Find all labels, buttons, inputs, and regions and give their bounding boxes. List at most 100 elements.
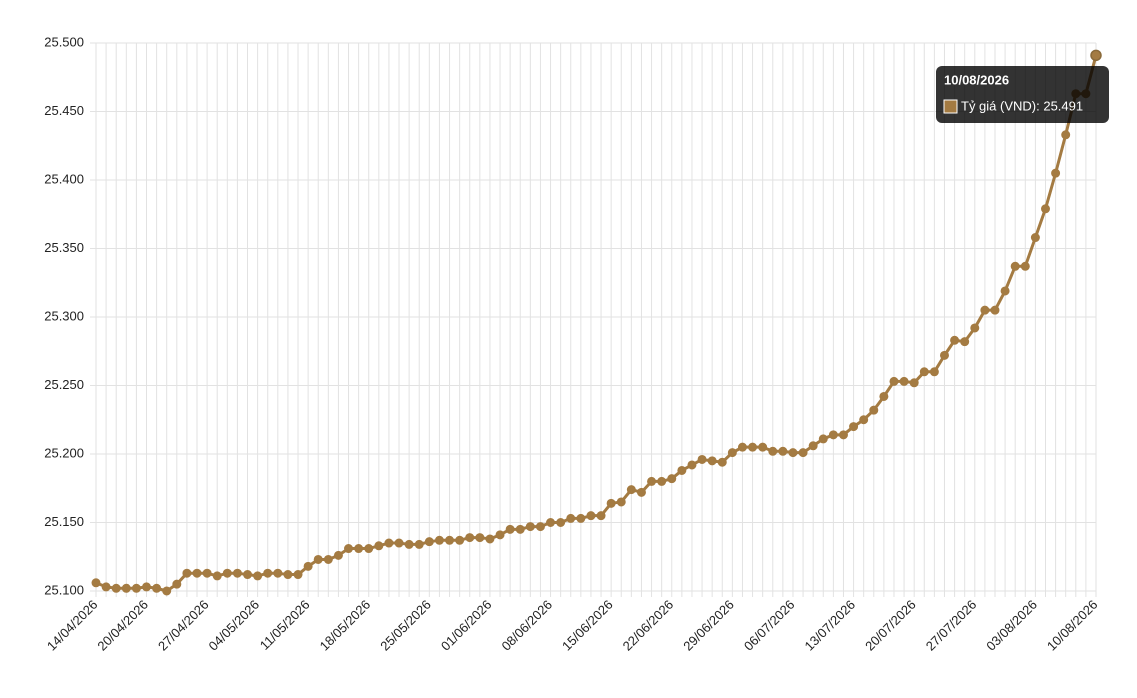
data-point (142, 582, 152, 592)
data-point (1020, 261, 1030, 271)
data-point (283, 570, 293, 580)
data-point (707, 456, 717, 466)
data-point (566, 513, 576, 523)
data-point (101, 582, 111, 592)
data-point (647, 476, 657, 486)
data-point (849, 422, 859, 432)
data-point (1030, 233, 1040, 243)
x-tick-label: 27/04/2026 (155, 597, 212, 654)
data-point (91, 578, 101, 588)
data-point (939, 350, 949, 360)
data-point (687, 460, 697, 470)
data-point (657, 476, 667, 486)
data-point (717, 457, 727, 467)
data-point (626, 485, 636, 495)
data-point (838, 430, 848, 440)
data-point (253, 571, 263, 581)
data-point (748, 442, 758, 452)
data-point (586, 511, 596, 521)
data-point (737, 442, 747, 452)
data-point (313, 554, 323, 564)
data-point (929, 367, 939, 377)
x-tick-label: 18/05/2026 (317, 597, 374, 654)
y-tick-label: 25.350 (44, 240, 84, 255)
x-tick-label: 22/06/2026 (620, 597, 677, 654)
data-point (434, 535, 444, 545)
data-point (879, 391, 889, 401)
data-point (374, 541, 384, 551)
data-point (182, 568, 192, 578)
data-point (960, 337, 970, 347)
data-point (475, 533, 485, 543)
data-point (859, 415, 869, 425)
data-point (212, 571, 222, 581)
data-point (243, 570, 253, 580)
data-point (131, 583, 141, 593)
data-point (1010, 261, 1020, 271)
x-tick-label: 01/06/2026 (438, 597, 495, 654)
data-point (889, 376, 899, 386)
data-point (495, 530, 505, 540)
data-point (222, 568, 232, 578)
data-point (111, 583, 121, 593)
data-point (525, 522, 535, 532)
data-point (768, 446, 778, 456)
y-tick-label: 25.300 (44, 308, 84, 323)
data-point (1000, 286, 1010, 296)
tooltip: 10/08/2026 Tỷ giá (VND): 25.491 (936, 66, 1109, 123)
data-point (616, 497, 626, 507)
x-tick-label: 10/08/2026 (1044, 597, 1101, 654)
data-point (505, 524, 515, 534)
data-point (828, 430, 838, 440)
data-point (293, 570, 303, 580)
data-point (606, 498, 616, 508)
data-point (172, 579, 182, 589)
x-tick-label: 04/05/2026 (206, 597, 263, 654)
data-point (677, 465, 687, 475)
data-point (232, 568, 242, 578)
data-point (192, 568, 202, 578)
data-point (636, 487, 646, 497)
y-tick-label: 25.450 (44, 103, 84, 118)
data-point (121, 583, 131, 593)
tooltip-title: 10/08/2026 (944, 72, 1009, 87)
data-point (384, 538, 394, 548)
data-point (344, 544, 354, 554)
data-point (667, 474, 677, 484)
data-point (778, 446, 788, 456)
y-tick-label: 25.150 (44, 514, 84, 529)
y-tick-label: 25.250 (44, 377, 84, 392)
data-point (546, 518, 556, 527)
data-point (788, 448, 798, 458)
data-point (818, 434, 828, 444)
data-point (333, 550, 343, 560)
data-point (263, 568, 273, 578)
data-point (970, 323, 980, 333)
data-point (869, 405, 879, 415)
data-point (364, 544, 374, 554)
series-line (95, 54, 1098, 593)
data-point (919, 367, 929, 377)
y-tick-label: 25.200 (44, 445, 84, 460)
data-point (596, 511, 606, 521)
x-tick-label: 27/07/2026 (923, 597, 980, 654)
tooltip-box (936, 66, 1109, 123)
data-point (445, 535, 455, 545)
data-point (798, 448, 808, 458)
data-point (1090, 49, 1102, 62)
data-point (515, 524, 525, 534)
y-tick-label: 25.100 (44, 582, 84, 597)
data-point (354, 544, 364, 554)
data-point (697, 454, 707, 464)
x-tick-label: 15/06/2026 (559, 597, 616, 654)
x-tick-label: 14/04/2026 (44, 597, 101, 654)
data-point (980, 305, 990, 315)
data-point (950, 335, 960, 345)
data-point (303, 561, 313, 571)
data-point (899, 376, 909, 386)
x-tick-label: 29/06/2026 (680, 597, 737, 654)
data-point (1040, 204, 1050, 214)
data-point (394, 538, 404, 548)
tooltip-label: Tỷ giá (VND): 25.491 (961, 98, 1083, 113)
